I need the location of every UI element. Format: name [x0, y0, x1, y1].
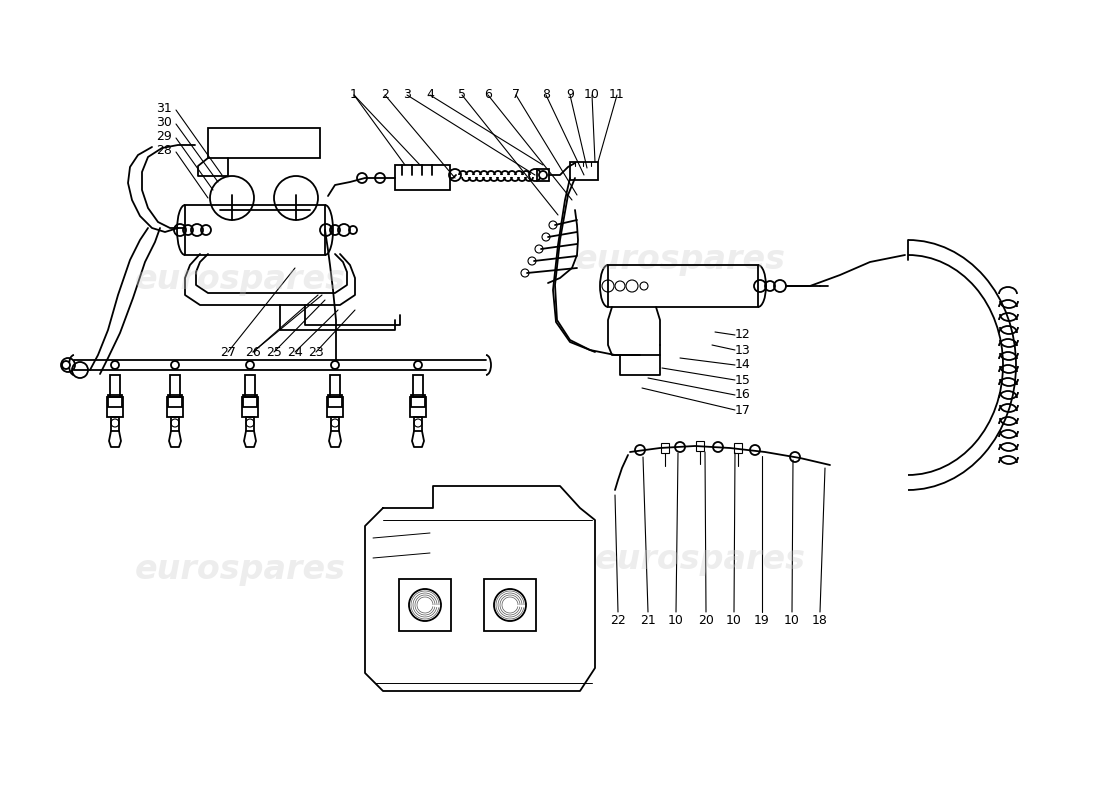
Bar: [412, 375, 424, 397]
Text: 29: 29: [156, 130, 172, 142]
Bar: [108, 395, 122, 407]
Bar: [696, 441, 704, 451]
Bar: [170, 375, 180, 397]
Text: 2: 2: [381, 89, 389, 102]
Circle shape: [414, 361, 422, 369]
Bar: [331, 417, 339, 431]
Text: 10: 10: [668, 614, 684, 626]
Bar: [395, 165, 450, 190]
Text: 21: 21: [640, 614, 656, 626]
Bar: [330, 375, 340, 397]
Bar: [110, 375, 120, 397]
Text: 30: 30: [156, 115, 172, 129]
Bar: [414, 417, 422, 431]
Text: 18: 18: [812, 614, 828, 626]
Bar: [107, 397, 123, 417]
Circle shape: [331, 361, 339, 369]
Bar: [243, 395, 257, 407]
Bar: [608, 265, 758, 307]
Bar: [328, 395, 342, 407]
Text: 10: 10: [726, 614, 741, 626]
Bar: [185, 205, 324, 255]
Text: 28: 28: [156, 143, 172, 157]
Bar: [734, 443, 742, 453]
Text: 9: 9: [566, 89, 574, 102]
Text: 5: 5: [458, 89, 466, 102]
Text: 23: 23: [308, 346, 323, 358]
Bar: [168, 395, 182, 407]
Text: 26: 26: [245, 346, 261, 358]
Text: 13: 13: [735, 343, 750, 357]
Bar: [410, 397, 426, 417]
Text: 16: 16: [735, 389, 750, 402]
Text: 12: 12: [735, 329, 750, 342]
Text: 22: 22: [610, 614, 626, 626]
Text: 4: 4: [426, 89, 433, 102]
Bar: [661, 443, 669, 453]
Text: 17: 17: [735, 403, 751, 417]
Text: 19: 19: [755, 614, 770, 626]
Text: 15: 15: [735, 374, 751, 386]
Bar: [484, 579, 536, 631]
Text: 14: 14: [735, 358, 750, 371]
Bar: [411, 395, 425, 407]
Bar: [537, 169, 549, 181]
Bar: [111, 417, 119, 431]
Text: 27: 27: [220, 346, 235, 358]
Bar: [245, 375, 255, 397]
Text: 3: 3: [403, 89, 411, 102]
Text: 6: 6: [484, 89, 492, 102]
Text: 1: 1: [350, 89, 358, 102]
Text: 7: 7: [512, 89, 520, 102]
Bar: [167, 397, 183, 417]
Bar: [208, 128, 320, 158]
Bar: [570, 162, 598, 180]
Text: 20: 20: [698, 614, 714, 626]
Text: eurospares: eurospares: [574, 243, 785, 277]
Text: 10: 10: [784, 614, 800, 626]
Text: 25: 25: [266, 346, 282, 358]
Bar: [170, 417, 179, 431]
Bar: [246, 417, 254, 431]
Circle shape: [111, 361, 119, 369]
Text: 24: 24: [287, 346, 303, 358]
Text: 11: 11: [609, 89, 625, 102]
Bar: [399, 579, 451, 631]
Text: 31: 31: [156, 102, 172, 114]
Bar: [327, 397, 343, 417]
Circle shape: [170, 361, 179, 369]
Text: 10: 10: [584, 89, 600, 102]
Circle shape: [62, 361, 70, 369]
Text: eurospares: eurospares: [594, 543, 805, 577]
Bar: [242, 397, 258, 417]
Text: 8: 8: [542, 89, 550, 102]
Text: eurospares: eurospares: [134, 554, 345, 586]
Text: eurospares: eurospares: [134, 263, 345, 297]
Circle shape: [539, 171, 547, 179]
Circle shape: [246, 361, 254, 369]
